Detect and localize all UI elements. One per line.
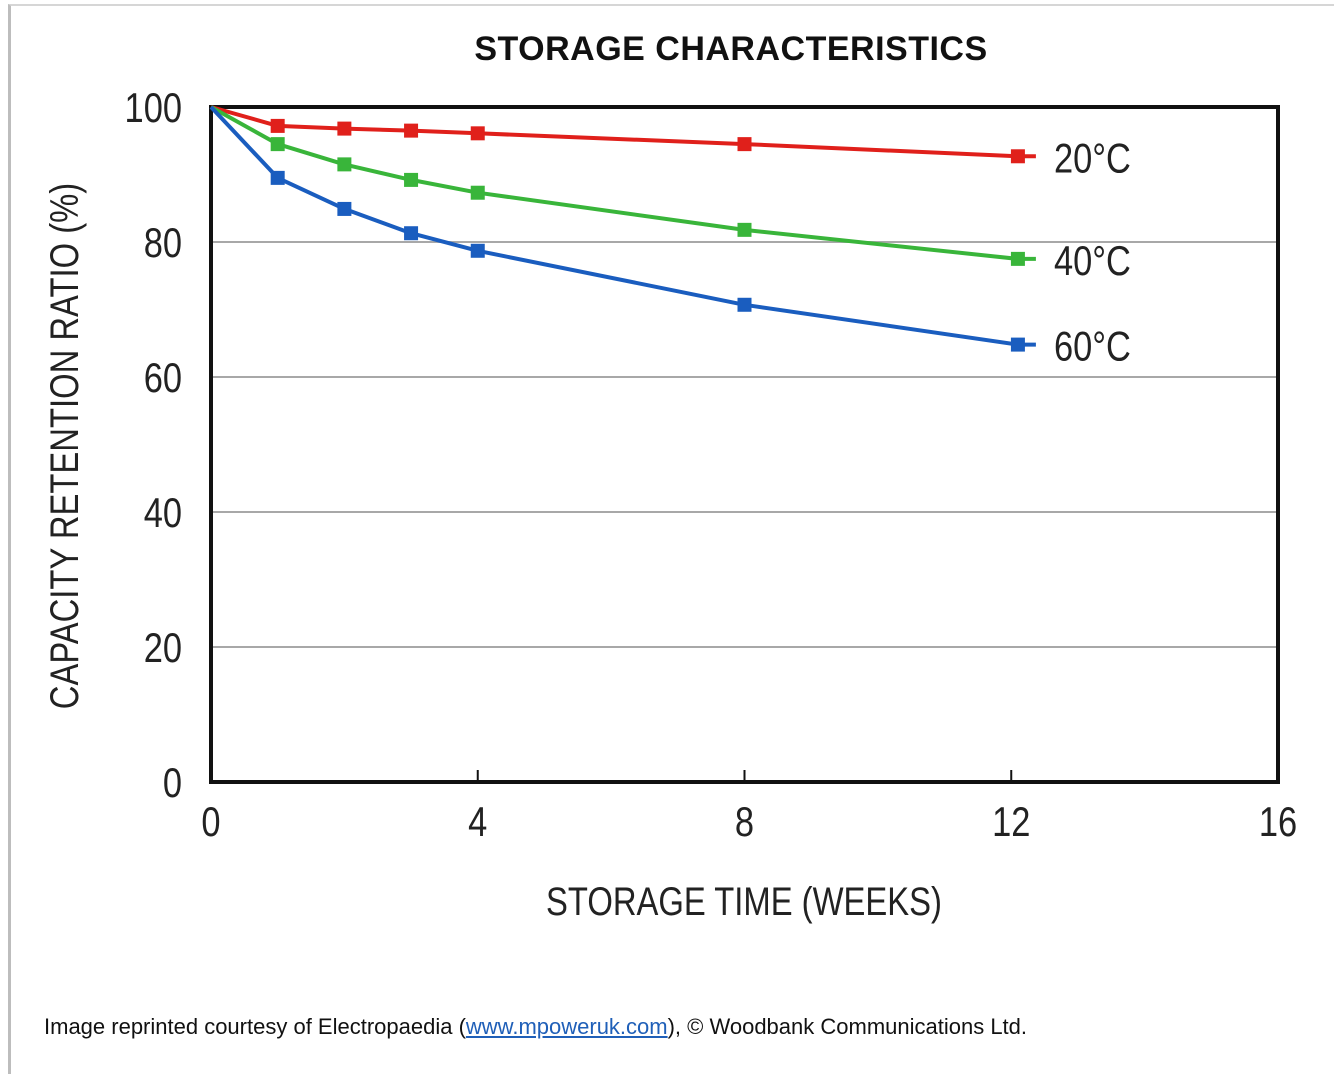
data-point: [737, 297, 752, 312]
credit-prefix: Image reprinted courtesy of Electropaedi…: [44, 1014, 466, 1039]
data-point: [470, 185, 485, 200]
x-tick-label: 4: [468, 799, 487, 846]
chart-frame: [8, 4, 1334, 1074]
credit-suffix: ), © Woodbank Communications Ltd.: [667, 1014, 1028, 1039]
series-label: 60°C: [1054, 323, 1131, 370]
y-axis-label: CAPACITY RETENTION RATIO (%): [42, 183, 87, 709]
tick-labels: 0 20 40 60 80 100 0 4 8 12 16: [125, 85, 1298, 846]
data-point: [404, 226, 419, 241]
series-lines: 20°C 40°C 60°C: [209, 105, 1131, 370]
x-tick-label: 16: [1259, 799, 1297, 846]
chart-title: STORAGE CHARACTERISTICS: [474, 30, 988, 68]
series-label: 20°C: [1054, 135, 1131, 182]
plot-area-border: [209, 105, 1280, 784]
data-point: [270, 170, 285, 185]
data-point: [270, 137, 285, 152]
series-line: [210, 105, 1036, 261]
data-point: [737, 222, 752, 237]
y-tick-label: 0: [163, 760, 182, 807]
y-tick-label: 100: [125, 85, 182, 132]
series-60c: 60°C: [209, 105, 1131, 370]
data-point: [404, 172, 419, 187]
series-label: 40°C: [1054, 238, 1131, 285]
series-line: [210, 105, 1036, 159]
data-point: [1010, 251, 1025, 266]
x-tick-label: 8: [735, 799, 754, 846]
x-tick-label: 0: [201, 799, 220, 846]
y-tick-label: 20: [144, 625, 182, 672]
data-point: [1010, 149, 1025, 164]
x-tick-label: 12: [992, 799, 1030, 846]
y-tick-label: 80: [144, 220, 182, 267]
y-tick-label: 40: [144, 490, 182, 537]
data-point: [737, 137, 752, 152]
y-tick-label: 60: [144, 355, 182, 402]
data-point: [337, 157, 352, 172]
data-point: [470, 126, 485, 141]
series-20c: 20°C: [210, 105, 1131, 182]
data-point: [337, 121, 352, 136]
data-point: [470, 243, 485, 258]
series-line: [209, 105, 1036, 347]
series-40c: 40°C: [210, 105, 1131, 285]
credit-link[interactable]: www.mpoweruk.com: [465, 1014, 668, 1039]
image-credit: Image reprinted courtesy of Electropaedi…: [44, 1014, 1027, 1040]
x-axis-label: STORAGE TIME (WEEKS): [546, 879, 942, 924]
data-point: [404, 123, 419, 138]
line-chart: 0 20 40 60 80 100 0 4 8 12 16 20°C 40°C 60°C STORAGE…: [42, 85, 1298, 924]
data-point: [270, 118, 285, 133]
data-point: [1010, 337, 1025, 352]
data-point: [337, 201, 352, 216]
